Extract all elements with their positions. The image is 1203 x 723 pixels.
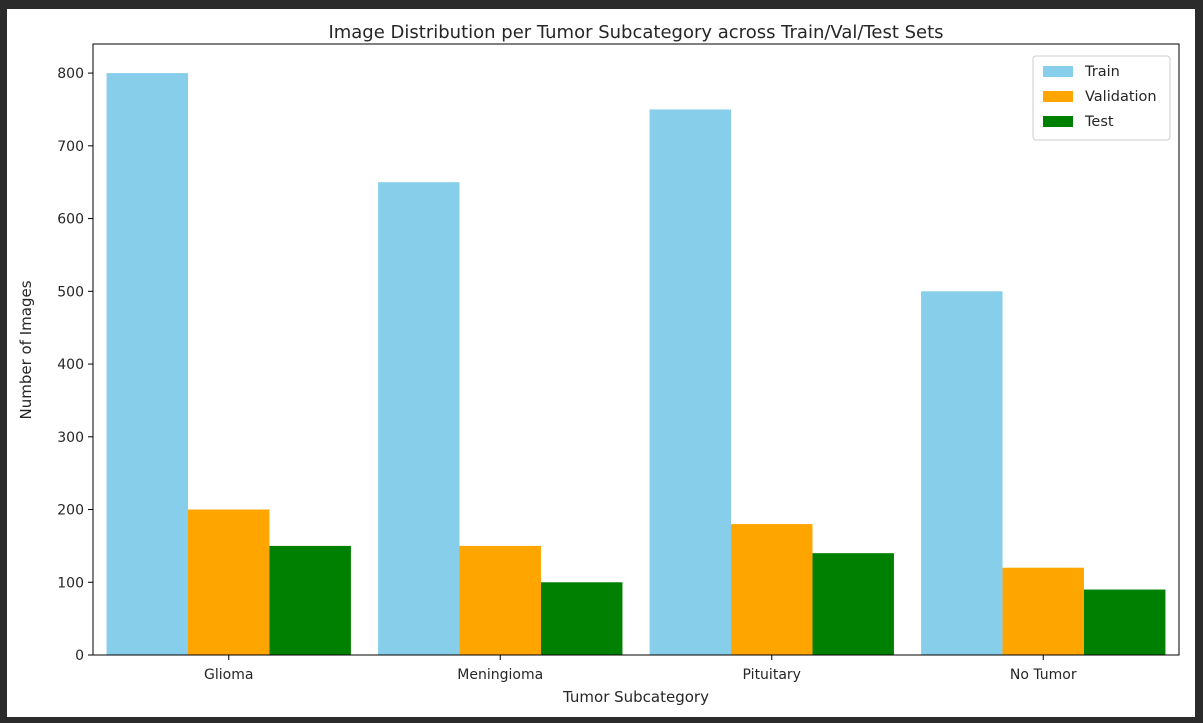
legend-swatch-validation xyxy=(1043,91,1073,102)
x-tick-label-glioma: Glioma xyxy=(204,667,253,683)
x-tick-label-meningioma: Meningioma xyxy=(457,667,543,683)
y-tick-label: 300 xyxy=(57,430,84,446)
bar-test-no-tumor xyxy=(1083,589,1166,655)
y-tick-label: 100 xyxy=(57,575,84,591)
legend: Train Validation Test xyxy=(1032,55,1171,141)
bar-test-meningioma xyxy=(540,582,623,655)
bar-train-meningioma xyxy=(378,182,460,655)
y-tick-label: 0 xyxy=(75,648,84,664)
bar-test-pituitary xyxy=(812,553,894,655)
legend-label-validation: Validation xyxy=(1085,89,1157,105)
x-axis-label: Tumor Subcategory xyxy=(562,688,709,706)
figure: Image Distribution per Tumor Subcategory… xyxy=(7,9,1195,717)
y-tick-label: 800 xyxy=(57,66,84,82)
legend-label-test: Test xyxy=(1084,114,1114,130)
bar-validation-no-tumor xyxy=(1002,567,1084,655)
chart-title: Image Distribution per Tumor Subcategory… xyxy=(328,22,943,43)
y-tick-label: 200 xyxy=(57,503,84,519)
bar-validation-pituitary xyxy=(731,524,813,655)
bar-test-glioma xyxy=(269,545,351,655)
legend-label-train: Train xyxy=(1084,64,1120,80)
y-tick-label: 500 xyxy=(57,284,84,300)
y-axis: 0 100 200 300 400 500 600 700 800 xyxy=(57,66,93,664)
legend-swatch-test xyxy=(1043,116,1073,127)
x-tick-label-no-tumor: No Tumor xyxy=(1010,667,1077,683)
y-axis-label: Number of Images xyxy=(17,280,35,419)
bar-train-no-tumor xyxy=(921,291,1003,655)
bar-train-glioma xyxy=(106,73,189,656)
bar-chart: Image Distribution per Tumor Subcategory… xyxy=(17,22,1180,706)
y-tick-label: 700 xyxy=(57,139,84,155)
y-tick-label: 600 xyxy=(57,212,84,228)
bar-validation-glioma xyxy=(188,509,270,655)
y-tick-label: 400 xyxy=(57,357,84,373)
x-tick-label-pituitary: Pituitary xyxy=(743,667,801,683)
bar-validation-meningioma xyxy=(459,545,541,655)
bar-train-pituitary xyxy=(649,109,732,655)
legend-swatch-train xyxy=(1043,66,1073,77)
bars-group xyxy=(106,73,1166,656)
plot-frame xyxy=(92,43,1180,656)
x-axis: Glioma Meningioma Pituitary No Tumor xyxy=(204,655,1077,683)
